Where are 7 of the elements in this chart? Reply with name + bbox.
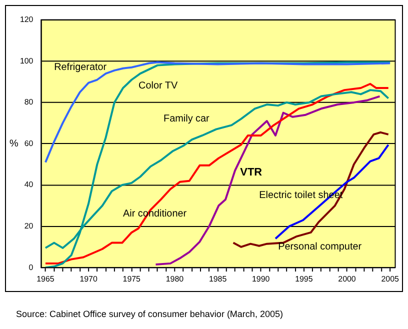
series-label: Personal computer	[278, 242, 362, 253]
series-label: Family car	[164, 114, 210, 125]
series-label: VTR	[240, 166, 262, 179]
y-axis-title: %	[10, 138, 19, 150]
series-label: Color TV	[138, 80, 178, 92]
source-note: Source: Cabinet Office survey of consumer behavior (March, 2005)	[16, 309, 283, 319]
series-label: Refrigerator	[54, 62, 108, 74]
